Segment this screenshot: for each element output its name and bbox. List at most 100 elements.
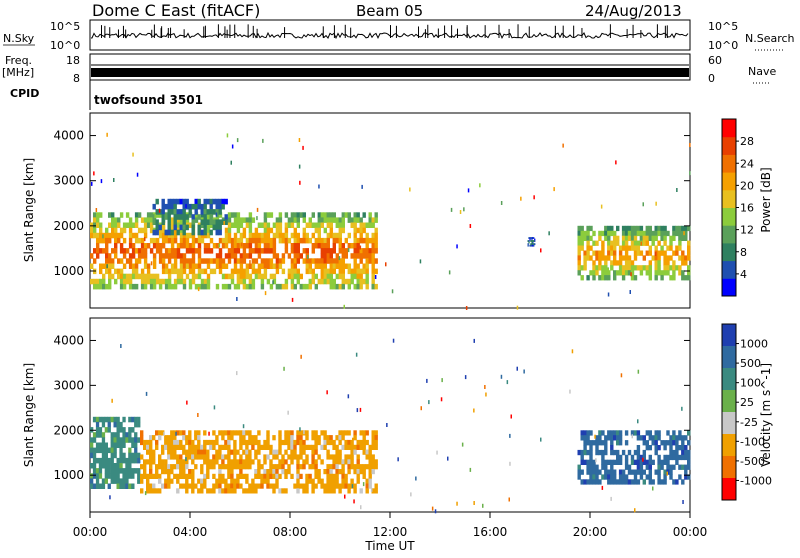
heatmap-cell: [365, 248, 369, 254]
heatmap-cell: [140, 435, 144, 441]
heatmap-cell: [185, 473, 189, 479]
x-tick-label: 00:00: [73, 525, 108, 539]
heatmap-cell: [311, 449, 315, 455]
heatmap-cell: [311, 483, 315, 489]
heatmap-cell: [272, 464, 276, 470]
heatmap-cell: [624, 240, 629, 246]
heatmap-cell: [116, 421, 120, 428]
heatmap-cell: [347, 454, 351, 460]
heatmap-speck: [506, 380, 509, 385]
heatmap-cell: [116, 483, 120, 489]
heatmap-cell: [687, 265, 691, 271]
heatmap-cell: [672, 225, 676, 232]
heatmap-cell: [131, 248, 136, 254]
heatmap-cell: [675, 449, 679, 456]
heatmap-cell: [176, 464, 180, 470]
heatmap-cell: [179, 232, 184, 239]
heatmap-cell: [299, 430, 303, 436]
heatmap-cell: [639, 225, 644, 232]
heatmap-speck: [185, 457, 187, 462]
heatmap-cell: [586, 459, 590, 465]
heatmap-cell: [119, 447, 123, 454]
heatmap-cell: [143, 232, 148, 239]
heatmap-cell: [191, 473, 195, 479]
heatmap-cell: [125, 468, 129, 474]
heatmap-cell: [669, 464, 673, 470]
heatmap-cell: [601, 430, 605, 436]
heatmap-cell: [182, 435, 186, 441]
heatmap-cell: [224, 454, 228, 460]
heatmap-cell: [188, 449, 192, 455]
heatmap-cell: [583, 445, 587, 451]
heatmap-speck: [352, 437, 354, 442]
heatmap-cell: [672, 250, 676, 256]
heatmap-cell: [687, 464, 691, 470]
heatmap-cell: [326, 478, 330, 484]
heatmap-cell: [260, 283, 265, 290]
heatmap-cell: [125, 273, 130, 280]
heatmap-cell: [350, 253, 354, 259]
heatmap-cell: [116, 478, 120, 484]
heatmap-cell: [101, 483, 106, 489]
heatmap-cell: [332, 488, 336, 494]
heatmap-speck: [362, 482, 365, 487]
heatmap-cell: [287, 469, 291, 475]
heatmap-cell: [221, 478, 225, 484]
heatmap-cell: [308, 473, 312, 479]
heatmap-cell: [332, 459, 336, 465]
heatmap-cell: [134, 432, 138, 438]
heatmap-cell: [107, 468, 111, 474]
heatmap-cell: [347, 464, 351, 470]
heatmap-cell: [601, 449, 605, 456]
heatmap-cell: [176, 198, 180, 205]
heatmap-cell: [311, 464, 315, 470]
heatmap-cell: [117, 222, 121, 228]
heatmap-cell: [580, 479, 584, 485]
heatmap-cell: [266, 483, 270, 489]
colorbar-segment: [722, 207, 736, 226]
heatmap-cell: [114, 217, 118, 223]
heatmap-cell: [618, 469, 623, 475]
heatmap-cell: [122, 483, 126, 489]
heatmap-cell: [173, 473, 177, 479]
heatmap-cell: [206, 219, 210, 225]
heatmap-cell: [182, 283, 187, 290]
heatmap-cell: [116, 427, 120, 433]
heatmap-cell: [122, 263, 127, 269]
heatmap-cell: [233, 222, 238, 228]
heatmap-cell: [206, 278, 211, 285]
heatmap-cell: [293, 212, 297, 218]
heatmap-cell: [347, 488, 351, 494]
heatmap-speck: [666, 471, 668, 476]
heatmap-cell: [595, 474, 599, 480]
heatmap-cell: [613, 270, 617, 276]
heatmap-cell: [149, 444, 153, 450]
heatmap-cell: [131, 253, 136, 259]
heatmap-cell: [185, 217, 190, 223]
heatmap-cell: [102, 278, 106, 285]
heatmap-cell: [215, 203, 219, 210]
heatmap-cell: [344, 439, 348, 446]
heatmap-speck: [571, 349, 574, 354]
heatmap-cell: [188, 473, 192, 479]
heatmap-cell: [179, 273, 184, 280]
heatmap-cell: [93, 217, 97, 223]
heatmap-cell: [296, 243, 300, 249]
heatmap-cell: [119, 227, 124, 234]
heatmap-cell: [239, 268, 244, 275]
heatmap-cell: [353, 449, 357, 455]
heatmap-cell: [188, 248, 193, 254]
heatmap-cell: [666, 245, 670, 251]
heatmap-cell: [251, 263, 256, 269]
heatmap-cell: [203, 203, 207, 210]
heatmap-cell: [332, 444, 336, 450]
heatmap-cell: [341, 473, 345, 479]
heatmap-cell: [236, 283, 241, 290]
heatmap-cell: [110, 437, 114, 443]
heatmap-cell: [669, 445, 673, 451]
heatmap-cell: [99, 212, 103, 218]
heatmap-cell: [119, 427, 123, 433]
heatmap-cell: [203, 459, 207, 465]
heatmap-speck: [428, 400, 430, 405]
heatmap-cell: [314, 464, 318, 470]
